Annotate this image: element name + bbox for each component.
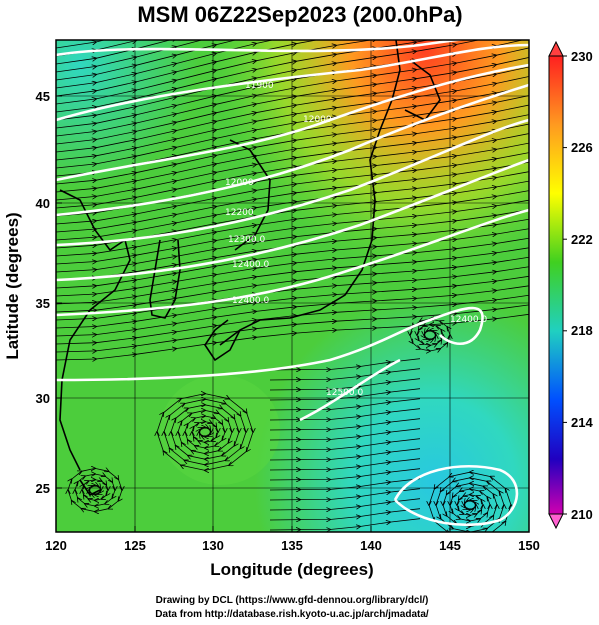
x-axis-label: Longitude (degrees) — [210, 560, 373, 579]
contour-label: 12300.0 — [228, 235, 265, 245]
y-tick-label: 45 — [36, 89, 50, 104]
colorbar-gradient — [548, 55, 564, 515]
x-tick-label: 135 — [281, 538, 303, 553]
y-axis: 25 30 35 40 45 Latitude (degrees) — [3, 89, 62, 496]
streamline — [269, 438, 421, 450]
colorbar-top-arrow — [548, 40, 564, 57]
colorbar-tick-label: 230 — [571, 49, 593, 64]
x-tick-label: 140 — [360, 538, 382, 553]
colorbar-tick-label: 210 — [571, 507, 593, 522]
streamline — [269, 408, 421, 420]
contour-lines — [56, 40, 529, 527]
contour-label: 12000 — [225, 178, 254, 188]
contour-label: 12400.0 — [232, 260, 269, 270]
colorbar-bottom-arrow — [548, 513, 564, 530]
streamline — [410, 319, 450, 351]
colorbar: 230 226 222 218 214 210 — [548, 40, 593, 530]
x-tick-label: 145 — [439, 538, 461, 553]
y-axis-label: Latitude (degrees) — [3, 212, 22, 359]
x-tick-label: 120 — [45, 538, 67, 553]
japan-main-coast — [219, 40, 401, 346]
contour-label: 11900 — [245, 81, 274, 91]
x-tick-label: 150 — [518, 538, 540, 553]
x-tick-label: 125 — [124, 538, 146, 553]
chart-title: MSM 06Z22Sep2023 (200.0hPa) — [137, 2, 462, 27]
plot-area: 11900 12000 12000 12200 12300.0 12400.0 … — [56, 40, 529, 532]
cyclone-shade — [160, 375, 280, 485]
streamline — [269, 428, 421, 440]
streamline — [269, 478, 421, 490]
streamline — [269, 458, 421, 470]
taiwan-coast — [79, 479, 101, 497]
china-coast — [59, 189, 131, 471]
streamline — [68, 468, 122, 511]
x-tick-label: 130 — [202, 538, 224, 553]
credit-line-1: Drawing by DCL (https://www.gfd-dennou.o… — [156, 595, 429, 606]
streamline — [269, 388, 421, 400]
streamline — [269, 508, 421, 520]
streamline — [157, 394, 254, 471]
continental-coast — [229, 139, 271, 251]
streamline — [269, 418, 421, 430]
contour-label: 12200 — [225, 208, 254, 218]
colorbar-tick-label: 218 — [571, 323, 593, 338]
korea-coast — [149, 239, 181, 319]
colorbar-tick-label: 214 — [571, 415, 593, 430]
y-tick-label: 25 — [36, 481, 50, 496]
colorbar-tick-label: 222 — [571, 232, 593, 247]
streamline — [429, 472, 512, 532]
streamline — [269, 468, 421, 480]
x-axis: 120 125 130 135 140 145 150 Longitude (d… — [45, 526, 540, 579]
y-tick-label: 35 — [36, 296, 50, 311]
streamline — [269, 518, 421, 530]
kyushu-coast — [204, 319, 241, 362]
contour-label: 12400.0 — [450, 315, 487, 325]
y-tick-label: 40 — [36, 196, 50, 211]
streamline — [269, 448, 421, 460]
streamline — [269, 398, 421, 410]
contour-label-group: 11900 12000 12000 12200 12300.0 12400.0 … — [225, 81, 487, 398]
streamline — [56, 313, 529, 360]
credit-line-2: Data from http://database.rish.kyoto-u.a… — [155, 609, 429, 620]
colorbar-tick-label: 226 — [571, 140, 593, 155]
hokkaido-coast — [404, 59, 441, 122]
contour-label: 12400.0 — [232, 296, 269, 306]
streamline — [269, 368, 421, 380]
coastlines — [59, 40, 441, 497]
contour-label: 12500.0 — [326, 388, 363, 398]
streamline — [269, 378, 421, 390]
y-tick-label: 30 — [36, 391, 50, 406]
contour-label: 12000 — [303, 115, 332, 125]
streamline — [269, 488, 421, 500]
